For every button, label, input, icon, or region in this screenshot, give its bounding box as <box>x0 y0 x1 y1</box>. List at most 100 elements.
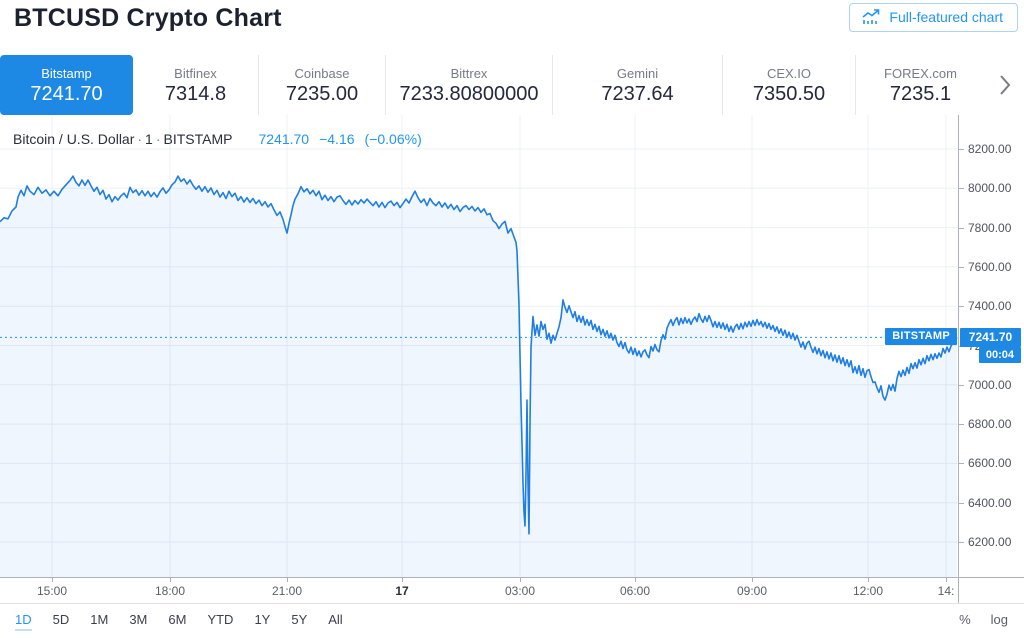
tab-price: 7237.64 <box>601 82 674 105</box>
y-tick-label: 8200.00 <box>968 141 1012 156</box>
x-tick-label: 15:00 <box>36 584 68 598</box>
chart-widget: Bitcoin / U.S. Dollar · 1 · BITSTAMP 7241.70−… <box>0 115 1024 603</box>
tab-gemini[interactable]: Gemini 7237.64 <box>552 55 722 115</box>
tab-bittrex[interactable]: Bittrex 7233.80800000 <box>385 55 552 115</box>
tabs-next-button[interactable] <box>985 55 1024 115</box>
date-range-buttons: 1D 5D 1M 3M 6M YTD 1Y 5Y All <box>14 610 344 629</box>
x-tick-mark <box>868 578 869 582</box>
range-button-6m[interactable]: 6M <box>168 611 187 627</box>
x-tick-label: 21:00 <box>271 584 303 598</box>
x-tick-mark <box>635 578 636 582</box>
legend-interval: 1 <box>145 131 153 147</box>
tab-bitfinex[interactable]: Bitfinex 7314.8 <box>133 55 258 115</box>
y-tick-label: 7400.00 <box>968 299 1012 314</box>
range-button-3m[interactable]: 3M <box>129 611 148 627</box>
legend-price: 7241.70 <box>258 131 310 147</box>
last-price-label: 7241.70 <box>960 328 1021 348</box>
y-tick-label: 6200.00 <box>968 535 1012 550</box>
full-chart-label: Full-featured chart <box>889 9 1003 25</box>
bottom-toolbar: 1D 5D 1M 3M 6M YTD 1Y 5Y All % log <box>0 603 1024 634</box>
series-price-flag: BITSTAMP <box>885 328 957 346</box>
tab-price: 7235.1 <box>889 82 952 105</box>
x-tick-label: 06:00 <box>619 584 651 598</box>
price-line-path <box>0 175 958 535</box>
y-tick-label: 8000.00 <box>968 181 1012 196</box>
y-tick-label: 7000.00 <box>968 377 1012 392</box>
legend-change: −4.16 <box>319 131 355 147</box>
tab-price: 7314.8 <box>164 82 227 105</box>
range-button-1d[interactable]: 1D <box>15 611 32 627</box>
x-tick-label: 12:00 <box>852 584 884 598</box>
tab-price: 7241.70 <box>30 82 103 105</box>
y-tick-mark <box>958 502 964 504</box>
percent-scale-button[interactable]: % <box>959 611 971 627</box>
chart-line-icon <box>862 9 880 24</box>
range-button-5d[interactable]: 5D <box>52 611 70 627</box>
page-title: BTCUSD Crypto Chart <box>14 4 282 32</box>
tab-label: CEX.IO <box>766 65 812 81</box>
log-scale-button[interactable]: log <box>990 611 1008 627</box>
x-tick-label: 14: <box>937 584 955 598</box>
range-button-5y[interactable]: 5Y <box>291 611 308 627</box>
range-button-1m[interactable]: 1M <box>90 611 109 627</box>
tab-price: 7233.80800000 <box>399 82 539 105</box>
x-tick-label: 18:00 <box>154 584 186 598</box>
y-tick-mark <box>958 148 964 150</box>
tab-label: Bitstamp <box>41 65 92 81</box>
full-featured-chart-button[interactable]: Full-featured chart <box>849 3 1018 32</box>
y-tick-label: 6400.00 <box>968 495 1012 510</box>
y-tick-mark <box>958 266 964 268</box>
range-button-1y[interactable]: 1Y <box>254 611 271 627</box>
tab-cexio[interactable]: CEX.IO 7350.50 <box>722 55 855 115</box>
tab-label: Coinbase <box>294 65 350 81</box>
x-tick-mark <box>170 578 171 582</box>
scale-buttons: % log <box>959 612 1008 627</box>
tab-price: 7350.50 <box>752 82 826 105</box>
x-tick-label: 17 <box>395 584 409 598</box>
tab-forexcom[interactable]: FOREX.com 7235.1 <box>855 55 985 115</box>
tab-label: Gemini <box>616 65 659 81</box>
y-tick-mark <box>958 227 964 229</box>
y-tick-label: 7800.00 <box>968 220 1012 235</box>
time-scale[interactable]: 15:00 18:00 21:00 17 03:00 06:00 09:00 12:00 14: <box>0 577 1024 603</box>
y-tick-label: 6600.00 <box>968 456 1012 471</box>
legend-separator: · <box>155 131 161 147</box>
legend-change-pct: (−0.06%) <box>364 131 422 147</box>
legend-symbol: Bitcoin / U.S. Dollar <box>13 131 135 147</box>
tab-label: FOREX.com <box>884 65 957 81</box>
chart-plot-area[interactable]: Bitcoin / U.S. Dollar · 1 · BITSTAMP 7241.70−… <box>0 115 958 577</box>
tab-bitstamp[interactable]: Bitstamp 7241.70 <box>0 55 133 115</box>
x-tick-mark <box>752 578 753 582</box>
y-tick-mark <box>958 188 964 190</box>
x-tick-mark <box>520 578 521 582</box>
exchange-tabs: Bitstamp 7241.70 Bitfinex 7314.8 Coinbas… <box>0 55 1024 115</box>
chart-legend: Bitcoin / U.S. Dollar · 1 · BITSTAMP 7241.70−… <box>13 131 422 147</box>
price-chart-svg <box>0 115 958 577</box>
x-tick-label: 03:00 <box>504 584 536 598</box>
price-area-fill <box>0 176 957 577</box>
tab-label: Bitfinex <box>174 65 217 81</box>
chevron-right-icon <box>999 75 1010 95</box>
y-tick-mark <box>958 384 964 386</box>
bar-countdown-label: 00:04 <box>978 346 1021 363</box>
price-scale[interactable]: 7241.70 00:04 8200.00 8000.00 7800.00 7600.… <box>958 115 1024 577</box>
tab-price: 7235.00 <box>285 82 359 105</box>
x-tick-label: 09:00 <box>736 584 768 598</box>
range-button-ytd[interactable]: YTD <box>207 611 234 627</box>
top-bar: BTCUSD Crypto Chart Full-featured chart <box>0 0 1024 54</box>
y-tick-mark <box>958 306 964 308</box>
x-tick-mark <box>402 578 403 582</box>
x-tick-mark <box>52 578 53 582</box>
range-button-all[interactable]: All <box>328 611 343 627</box>
price-axis-border <box>958 115 959 603</box>
x-tick-mark <box>946 578 947 582</box>
y-tick-label: 7600.00 <box>968 259 1012 274</box>
x-tick-mark <box>287 578 288 582</box>
y-tick-mark <box>958 463 964 465</box>
y-tick-mark <box>958 542 964 544</box>
tab-coinbase[interactable]: Coinbase 7235.00 <box>258 55 385 115</box>
y-tick-mark <box>958 424 964 426</box>
legend-exchange: BITSTAMP <box>163 131 233 147</box>
legend-separator: · <box>137 131 143 147</box>
